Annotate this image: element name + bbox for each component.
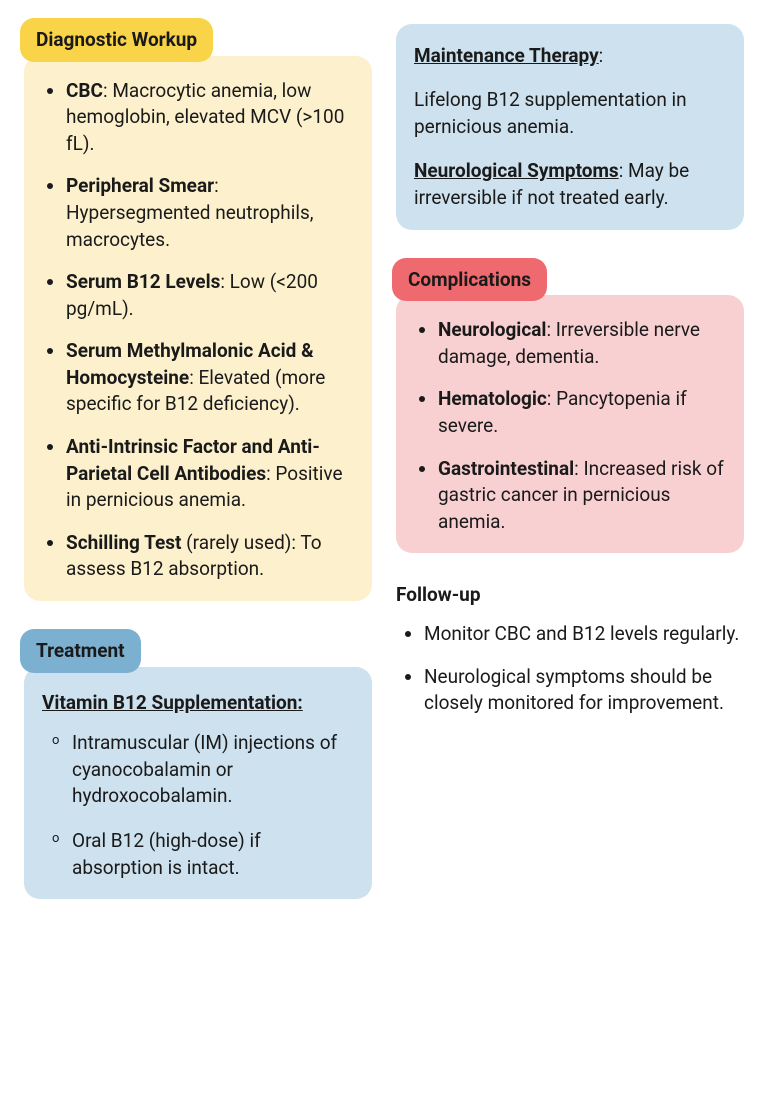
item-label: Gastrointestinal: [438, 457, 574, 480]
list-item: Serum Methylmalonic Acid & Homocysteine:…: [66, 338, 354, 418]
complications-title: Complications: [408, 268, 531, 291]
treatment-subheading: Vitamin B12 Supplementation:: [42, 689, 354, 717]
list-item: Neurological symptoms should be closely …: [424, 664, 744, 717]
treatment-title: Treatment: [36, 639, 125, 662]
maintenance-heading: Maintenance Therapy: [414, 44, 599, 67]
treatment-card: Vitamin B12 Supplementation: Intramuscul…: [24, 667, 372, 900]
list-item: Hematologic: Pancytopenia if severe.: [438, 386, 726, 439]
list-item: Schilling Test (rarely used): To assess …: [66, 530, 354, 583]
list-item: CBC: Macrocytic anemia, low hemoglobin, …: [66, 78, 354, 158]
item-label: CBC: [66, 79, 103, 102]
complications-section: Complications Neurological: Irreversible…: [396, 258, 744, 554]
list-item: Neurological: Irreversible nerve damage,…: [438, 317, 726, 370]
neuro-heading: Neurological Symptoms: [414, 159, 619, 182]
followup-title: Follow-up: [396, 581, 744, 609]
followup-section: Follow-up Monitor CBC and B12 levels reg…: [396, 581, 744, 716]
maintenance-para: Maintenance Therapy:: [414, 42, 726, 70]
complications-card: Neurological: Irreversible nerve damage,…: [396, 295, 744, 553]
right-column: Maintenance Therapy: Lifelong B12 supple…: [396, 18, 744, 927]
maintenance-section: Maintenance Therapy: Lifelong B12 supple…: [396, 24, 744, 230]
maintenance-card: Maintenance Therapy: Lifelong B12 supple…: [396, 24, 744, 230]
item-label: Neurological: [438, 318, 546, 341]
list-item: Peripheral Smear: Hypersegmented neutrop…: [66, 173, 354, 253]
complications-list: Neurological: Irreversible nerve damage,…: [414, 317, 726, 535]
diagnostic-section: Diagnostic Workup CBC: Macrocytic anemia…: [24, 18, 372, 601]
list-item: Gastrointestinal: Increased risk of gast…: [438, 456, 726, 536]
item-label: Peripheral Smear: [66, 174, 214, 197]
list-item: Oral B12 (high-dose) if absorption is in…: [72, 828, 354, 881]
item-label: Serum B12 Levels: [66, 270, 220, 293]
diagnostic-pill: Diagnostic Workup: [20, 18, 213, 62]
treatment-section: Treatment Vitamin B12 Supplementation: I…: [24, 629, 372, 899]
diagnostic-list: CBC: Macrocytic anemia, low hemoglobin, …: [42, 78, 354, 584]
diagnostic-card: CBC: Macrocytic anemia, low hemoglobin, …: [24, 56, 372, 602]
list-item: Anti-Intrinsic Factor and Anti-Parietal …: [66, 434, 354, 514]
list-item: Monitor CBC and B12 levels regularly.: [424, 621, 744, 648]
content-columns: Diagnostic Workup CBC: Macrocytic anemia…: [24, 18, 744, 927]
item-text: : Macrocytic anemia, low hemoglobin, ele…: [66, 79, 344, 155]
list-item: Intramuscular (IM) injections of cyanoco…: [72, 730, 354, 810]
maintenance-text: Lifelong B12 supplementation in pernicio…: [414, 86, 726, 141]
neuro-para: Neurological Symptoms: May be irreversib…: [414, 157, 726, 212]
item-label: Schilling Test: [66, 531, 181, 554]
diagnostic-title: Diagnostic Workup: [36, 28, 197, 51]
complications-pill: Complications: [392, 258, 547, 302]
list-item: Serum B12 Levels: Low (<200 pg/mL).: [66, 269, 354, 322]
treatment-pill: Treatment: [20, 629, 141, 673]
left-column: Diagnostic Workup CBC: Macrocytic anemia…: [24, 18, 372, 927]
followup-list: Monitor CBC and B12 levels regularly. Ne…: [396, 621, 744, 717]
item-label: Hematologic: [438, 387, 547, 410]
treatment-list: Intramuscular (IM) injections of cyanoco…: [42, 730, 354, 881]
